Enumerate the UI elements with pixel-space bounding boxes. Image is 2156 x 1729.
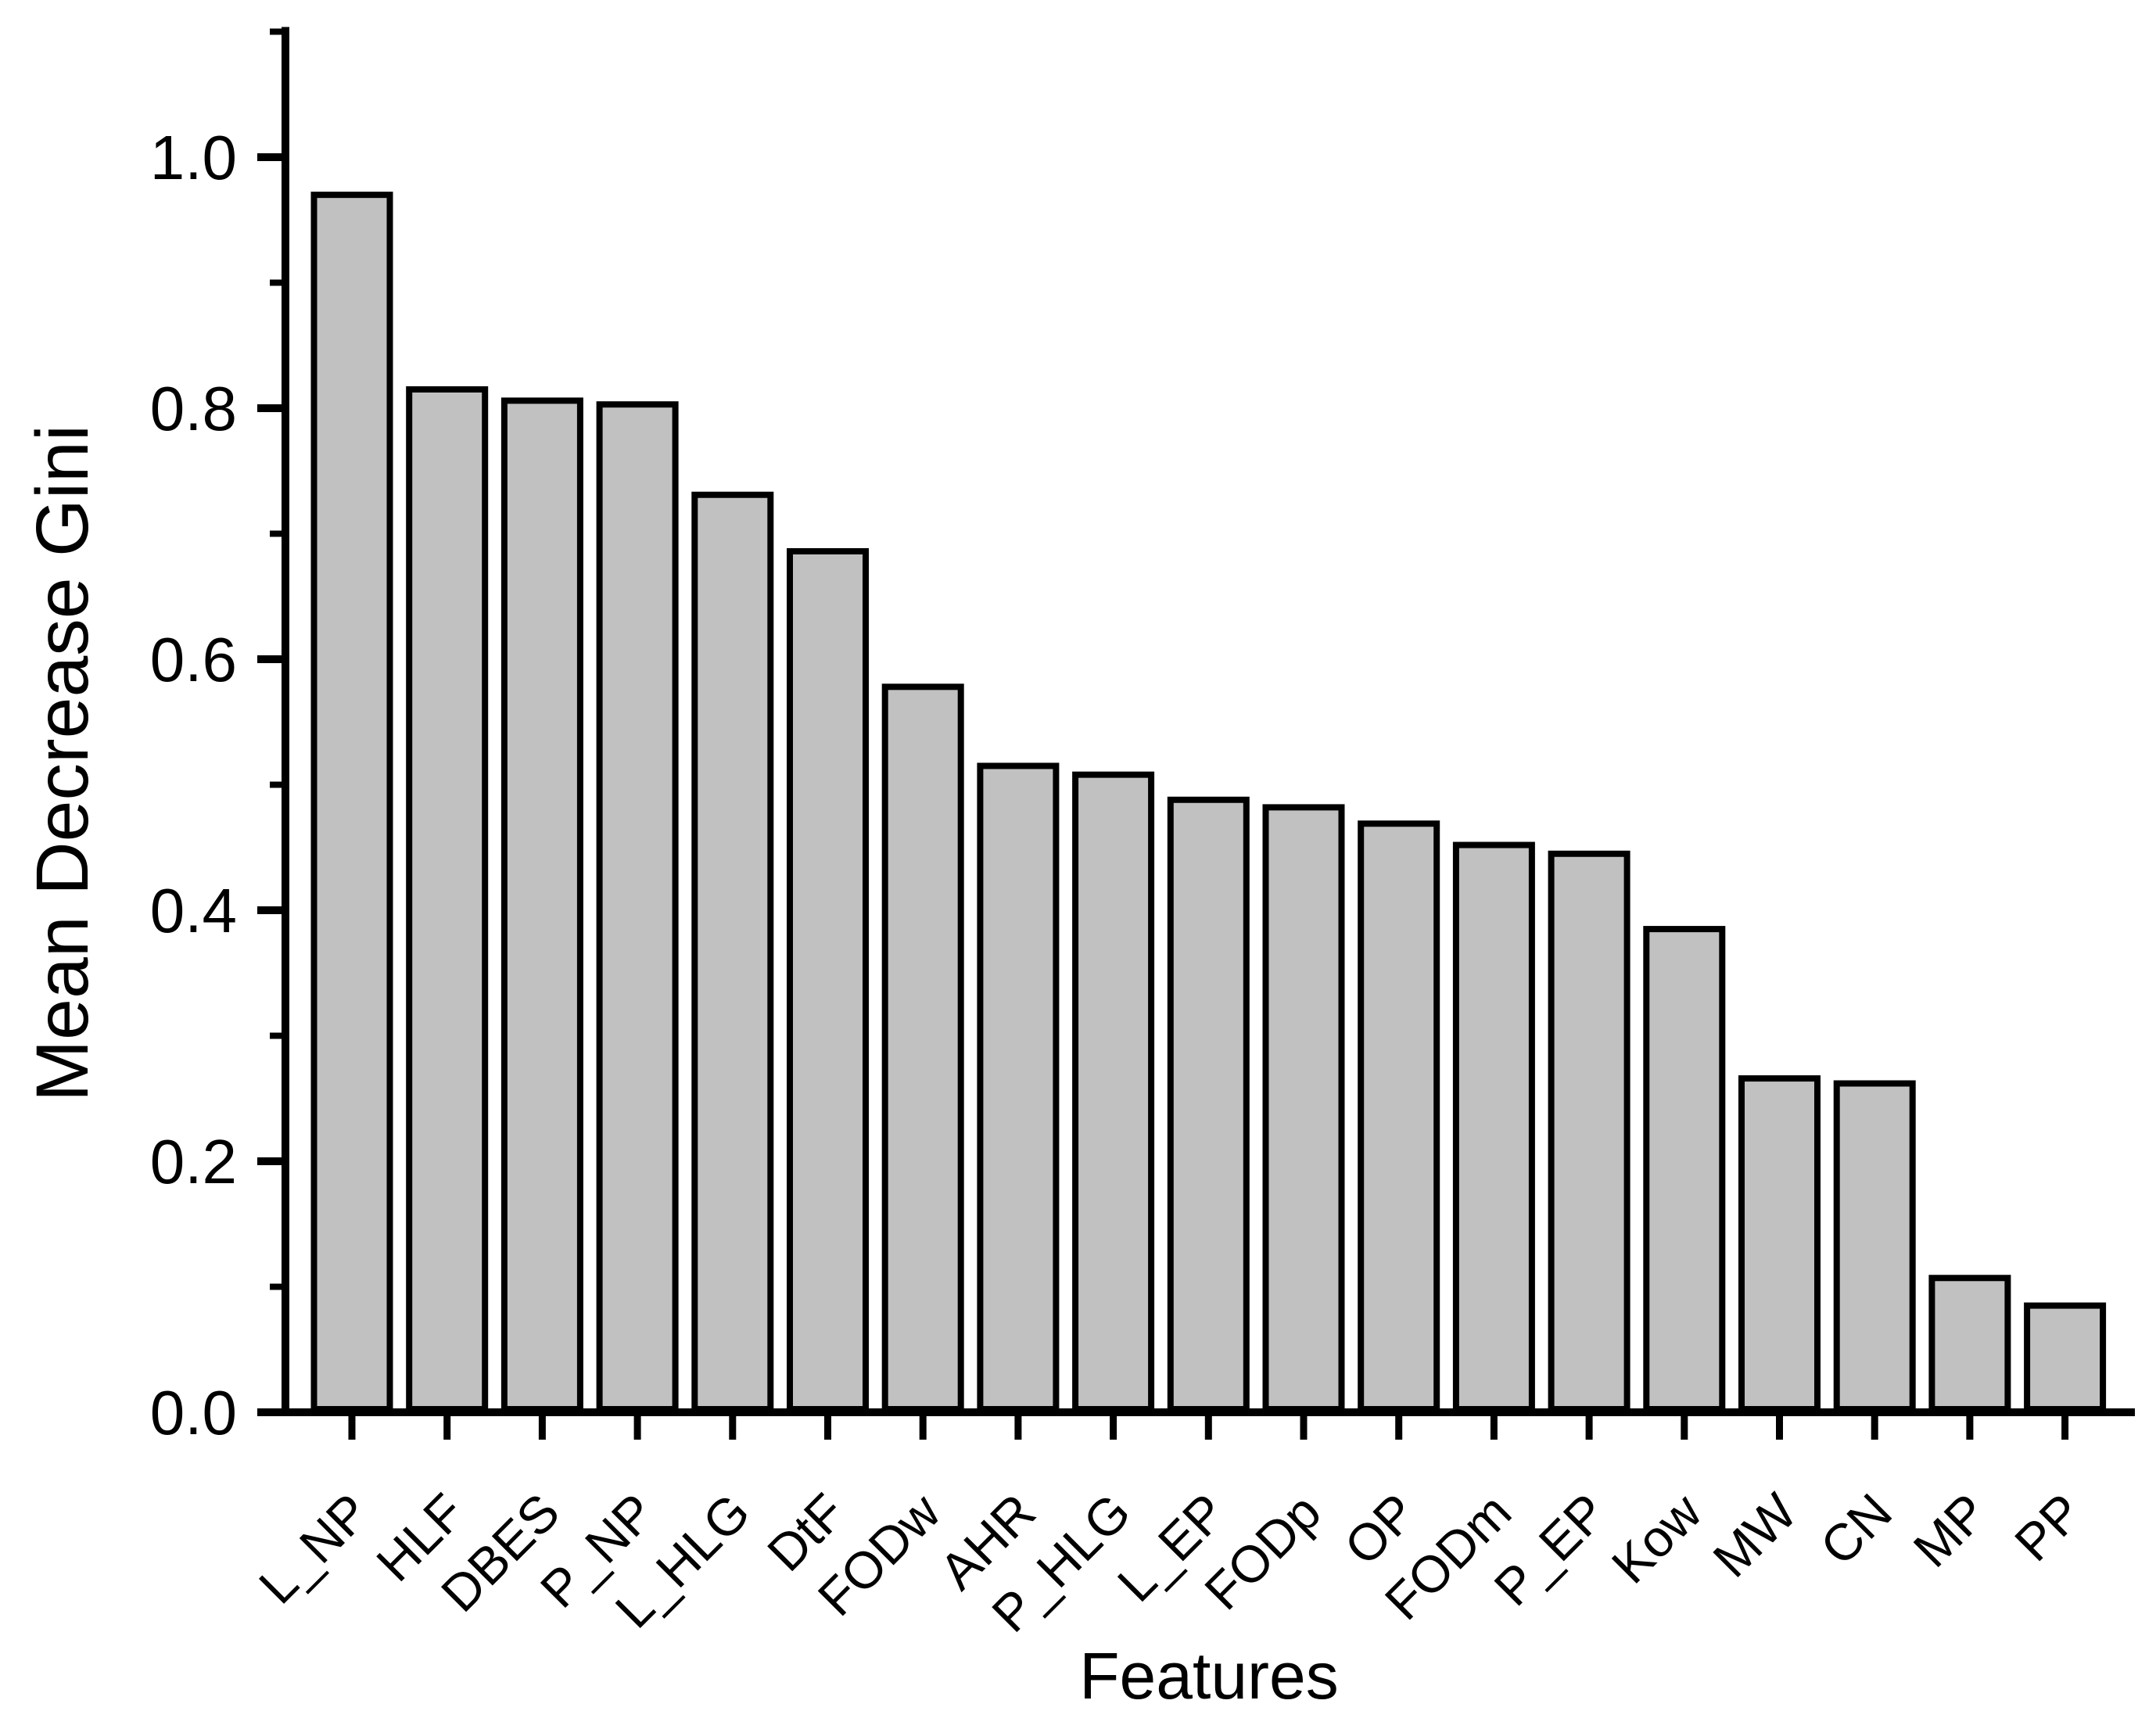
bar-MW <box>1738 1075 1821 1412</box>
bar-Kow <box>1643 926 1726 1412</box>
bar-FODw <box>881 683 964 1412</box>
x-category-label: L_NP <box>248 1483 380 1615</box>
bar-HLF <box>406 386 489 1412</box>
bar-FODm <box>1452 841 1535 1413</box>
x-category-label: MP <box>1902 1483 1997 1578</box>
y-tick-label: 0.6 <box>150 625 237 694</box>
bar-PP <box>2024 1302 2107 1412</box>
x-category-label: P_EP <box>1483 1483 1617 1617</box>
x-category-label: PP <box>2004 1483 2093 1573</box>
axes-group <box>257 27 2135 1440</box>
bar-OP <box>1358 820 1440 1412</box>
bars-group <box>310 192 2107 1413</box>
bar-CN <box>1833 1080 1916 1412</box>
x-category-label: Kow <box>1601 1482 1713 1594</box>
y-tick-label: 0.2 <box>150 1127 237 1196</box>
bar-L_HLG <box>691 491 774 1412</box>
bar-DtF <box>787 547 869 1412</box>
bar-L_EP <box>1167 796 1250 1412</box>
bar-MP <box>1928 1275 2011 1413</box>
bar-P_EP <box>1548 850 1630 1412</box>
bar-AHR <box>977 762 1060 1412</box>
x-category-label: MW <box>1702 1482 1808 1588</box>
bar-P_HLG <box>1072 771 1155 1412</box>
x-axis-title: Features <box>1079 1639 1339 1713</box>
y-tick-label: 0.8 <box>150 374 237 443</box>
bar-L_NP <box>310 192 393 1412</box>
bar-P_NP <box>596 401 679 1412</box>
y-tick-label: 1.0 <box>150 123 237 192</box>
x-category-label: CN <box>1809 1483 1903 1577</box>
y-axis-title: Mean Decrease Gini <box>21 425 104 1102</box>
bar-DBES <box>500 397 583 1412</box>
y-tick-label: 0.0 <box>150 1378 237 1447</box>
bar-FODp <box>1262 804 1345 1412</box>
y-tick-label: 0.4 <box>150 876 237 945</box>
